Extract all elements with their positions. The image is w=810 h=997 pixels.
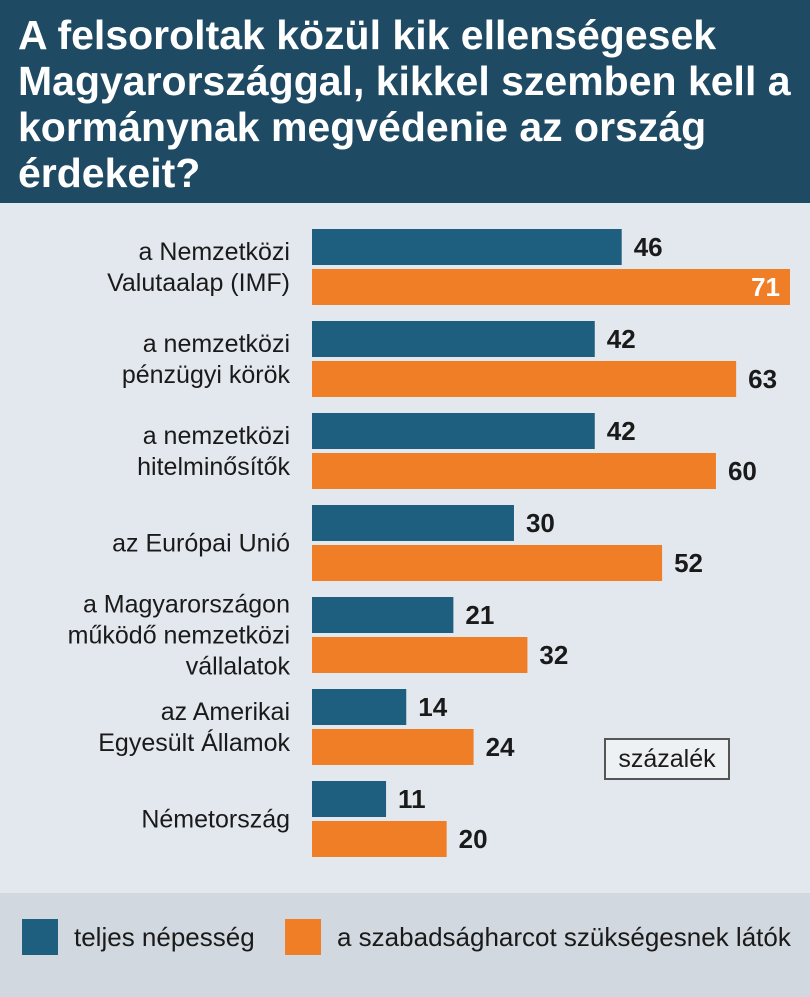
chart-title: A felsoroltak közül kik ellenségesek Mag… xyxy=(18,12,791,196)
category-label: az Amerikai xyxy=(161,698,290,726)
data-label: 60 xyxy=(728,456,757,486)
category-label: a nemzetközi xyxy=(143,422,290,450)
data-label: 24 xyxy=(486,732,515,762)
data-label: 63 xyxy=(748,364,777,394)
legend-label-freedom-fight: a szabadságharcot szükségesnek látók xyxy=(337,922,791,952)
category-label: működő nemzetközi xyxy=(68,622,290,650)
bar-freedom-fight xyxy=(312,729,474,765)
category-label: Valutaalap (IMF) xyxy=(107,269,290,297)
bar-population xyxy=(312,689,407,725)
bar-population xyxy=(312,229,622,265)
data-label: 11 xyxy=(398,784,426,814)
bar-population xyxy=(312,781,387,817)
data-label: 42 xyxy=(607,324,636,354)
data-label: 20 xyxy=(459,824,488,854)
data-label: 71 xyxy=(751,272,780,302)
bar-freedom-fight xyxy=(312,821,447,857)
legend-swatch-freedom-fight xyxy=(285,919,321,955)
legend-label-population: teljes népesség xyxy=(74,922,255,952)
legend-band xyxy=(0,893,810,997)
plot-area: a Nemzetközi Valutaalap (IMF) 46 71 a nemzet… xyxy=(0,203,810,893)
bar-freedom-fight xyxy=(312,545,663,581)
data-label: 21 xyxy=(465,600,494,630)
bar-chart: a Nemzetközi Valutaalap (IMF) 46 71 a nemzet… xyxy=(68,229,790,857)
category-label: Egyesült Államok xyxy=(98,728,290,757)
category-label: a nemzetközi xyxy=(143,330,290,358)
title-band: A felsoroltak közül kik ellenségesek Mag… xyxy=(0,0,810,203)
legend-swatch-population xyxy=(22,919,58,955)
category-label: az Európai Unió xyxy=(112,530,290,558)
bar-population xyxy=(312,505,514,541)
bar-freedom-fight xyxy=(312,637,528,673)
category-label: a Nemzetközi xyxy=(139,238,290,266)
bar-population xyxy=(312,413,595,449)
bar-population xyxy=(312,597,454,633)
bar-freedom-fight xyxy=(312,361,737,397)
data-label: 30 xyxy=(526,508,555,538)
bar-freedom-fight xyxy=(312,453,716,489)
bar-freedom-fight xyxy=(312,269,790,305)
data-label: 46 xyxy=(634,232,663,262)
category-label: pénzügyi körök xyxy=(122,361,291,389)
category-label: a Magyarországon xyxy=(83,591,290,619)
data-label: 42 xyxy=(607,416,636,446)
category-label: vállalatok xyxy=(186,653,291,681)
data-label: 32 xyxy=(539,640,568,670)
bar-population xyxy=(312,321,595,357)
data-label: 52 xyxy=(674,548,703,578)
data-label: 14 xyxy=(418,692,447,722)
unit-label: százalék xyxy=(604,738,730,780)
category-label: hitelminősítők xyxy=(137,453,290,481)
category-label: Németország xyxy=(141,806,290,834)
